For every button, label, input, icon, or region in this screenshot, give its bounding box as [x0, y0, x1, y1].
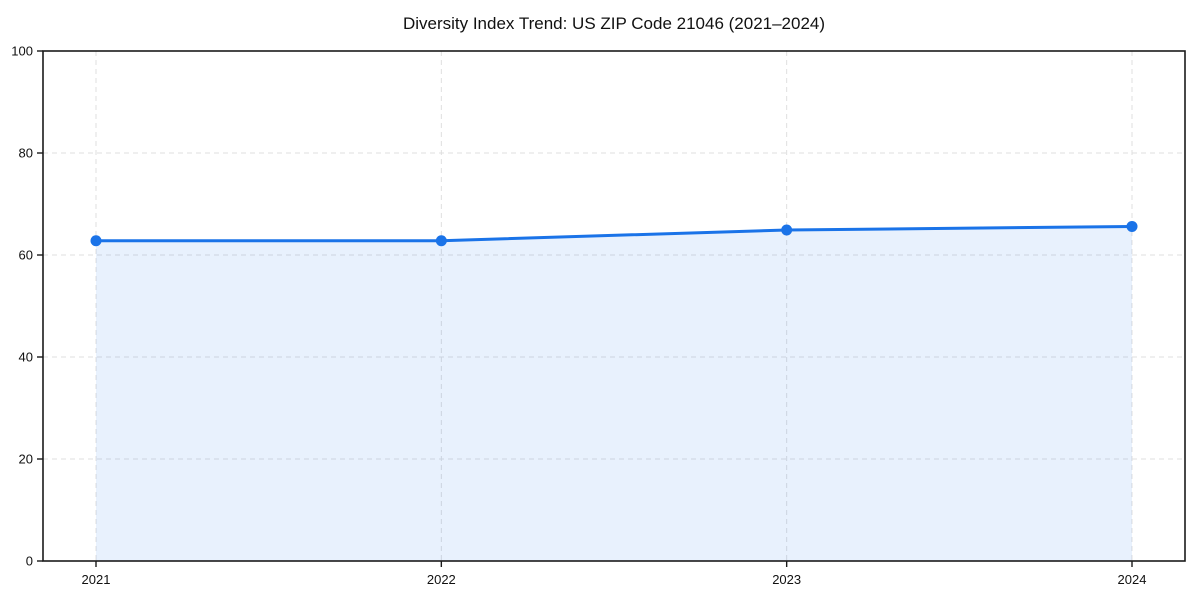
y-tick-label: 40 — [19, 350, 33, 365]
axis-frame — [42, 50, 1186, 562]
data-point — [435, 235, 447, 247]
x-tick-label: 2021 — [82, 572, 111, 587]
y-tick-label: 60 — [19, 248, 33, 263]
data-point — [90, 235, 102, 247]
plot-area: 0 20 40 60 80 100 2021 2022 2023 2024 — [11, 44, 1186, 587]
y-tick-label: 20 — [19, 452, 33, 467]
y-tick-label: 0 — [26, 554, 33, 569]
x-tick-label: 2023 — [772, 572, 801, 587]
chart-title: Diversity Index Trend: US ZIP Code 21046… — [403, 14, 825, 33]
x-tick-label: 2022 — [427, 572, 456, 587]
trend-line — [94, 224, 1134, 243]
data-point — [1126, 220, 1138, 232]
y-tick-label: 80 — [19, 146, 33, 161]
area-fill — [96, 226, 1132, 561]
x-tick-label: 2024 — [1118, 572, 1147, 587]
y-tick-label: 100 — [11, 44, 33, 59]
data-point — [781, 224, 793, 236]
